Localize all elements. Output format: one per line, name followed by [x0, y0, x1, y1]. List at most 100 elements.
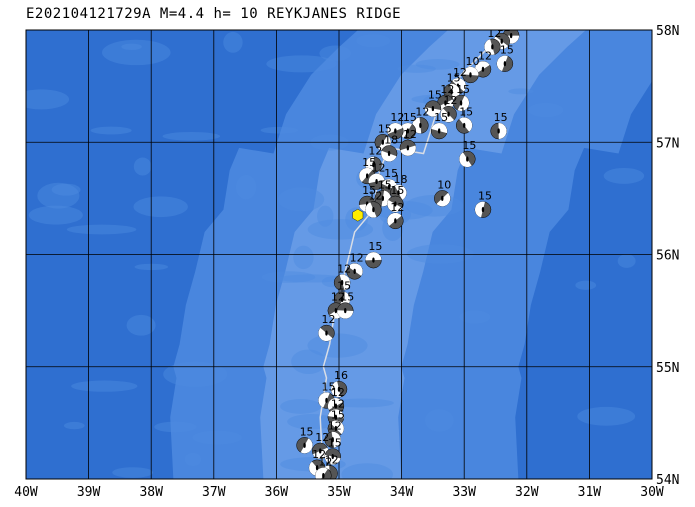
shallow-patch	[307, 333, 368, 358]
shallow-patch	[278, 274, 345, 283]
focal-mechanism: 12	[327, 397, 345, 426]
beachball-axis	[334, 308, 338, 314]
beachball-quadrant	[484, 39, 495, 55]
focal-mechanism: 15	[424, 89, 442, 117]
focal-mechanism: 15	[455, 105, 473, 134]
shallow-patch	[51, 183, 81, 196]
depth-label: 16	[334, 369, 348, 382]
shallow-patch	[508, 88, 534, 95]
shallow-patch	[90, 126, 132, 135]
depth-label: 15	[300, 425, 314, 438]
depth-label: 15	[378, 178, 392, 191]
beachball-axis	[469, 72, 472, 78]
longitude-label: 37W	[202, 485, 226, 500]
depth-label: 15	[403, 111, 417, 124]
depth-label: 15	[384, 167, 398, 180]
map-title: E202104121729A M=4.4 h= 10 REYKJANES RID…	[26, 6, 402, 22]
depth-label: 12	[337, 263, 351, 276]
beachball-quadrant	[327, 409, 344, 419]
shallow-patch	[184, 452, 202, 467]
beachball-axis	[394, 128, 397, 134]
beachball-axis	[331, 453, 334, 460]
map-frame	[25, 29, 653, 480]
shallow-patch	[154, 421, 197, 433]
beachball-axis	[406, 128, 410, 134]
beachball-axis	[325, 397, 328, 404]
depth-label: 18	[384, 133, 398, 146]
focal-mechanism: 12	[346, 251, 364, 280]
beachball-axis	[375, 178, 378, 185]
shallow-patch	[26, 89, 70, 110]
focal-mechanism: 15	[430, 111, 448, 140]
depth-label: 15	[337, 279, 351, 292]
beachball-quadrant	[368, 173, 385, 184]
depth-label: 15	[321, 380, 335, 393]
beachball-quadrant	[459, 152, 472, 168]
beachball-axis	[463, 122, 466, 129]
depth-label: 12	[331, 397, 345, 410]
focal-mechanism: 12	[484, 30, 501, 56]
beachball-axis	[315, 465, 319, 471]
beachball-quadrant	[424, 107, 441, 117]
shallow-patch	[133, 157, 152, 176]
beachball-axis	[387, 184, 391, 190]
beachball-quadrant	[381, 150, 397, 162]
focal-mechanism: 12	[387, 111, 404, 140]
depth-label: 15	[362, 184, 376, 197]
shallow-patch	[603, 167, 645, 184]
focal-mechanism: 12	[327, 386, 345, 415]
beachball-axis	[447, 111, 450, 117]
shallow-patch	[121, 43, 142, 51]
beachball-axis	[372, 257, 375, 263]
depth-label: 12	[390, 111, 404, 124]
depth-label: 15	[428, 89, 442, 102]
beachball-quadrant	[324, 454, 341, 465]
beachball-axis	[334, 403, 338, 409]
focal-mechanism: 15	[365, 240, 382, 269]
depth-label: 15	[378, 122, 392, 135]
beachball-axis	[372, 207, 375, 213]
longitude-label: 36W	[265, 485, 289, 500]
beachball-quadrant	[498, 123, 507, 140]
focal-mechanism: 15	[474, 190, 492, 218]
depth-label: 12	[453, 66, 467, 79]
latitude-label: 55N	[656, 361, 679, 376]
shallow-patch	[407, 244, 474, 264]
beachball-quadrant	[331, 381, 341, 398]
depth-label: 15	[456, 83, 470, 96]
focal-mechanism: 15	[337, 291, 354, 319]
shallow-patch	[102, 39, 171, 66]
beachball-quadrant	[436, 192, 451, 207]
depth-label: 12	[328, 420, 342, 433]
depth-label: 12	[331, 291, 345, 304]
depth-label: 15	[328, 437, 342, 450]
shallow-patch	[307, 219, 374, 240]
shallow-patch	[397, 64, 436, 73]
focal-mechanism: 15	[452, 83, 470, 112]
focal-mechanism: 15	[296, 425, 314, 454]
depth-label: 15	[500, 44, 514, 57]
shallow-patch	[356, 34, 391, 48]
depth-label: 15	[478, 190, 492, 203]
depth-label: 15	[447, 72, 461, 85]
shallow-patch	[617, 254, 636, 268]
depth-label: 15	[434, 111, 448, 124]
beachball-axis	[394, 201, 397, 207]
depth-label: 15	[362, 156, 376, 169]
longitude-label: 40W	[14, 485, 38, 500]
shallow-patch	[266, 55, 337, 73]
beachball-axis	[406, 145, 410, 151]
focal-mechanism: 12	[318, 313, 335, 342]
beachball-quadrant	[462, 66, 479, 76]
latitude-labels: 54N 55N 56N 57N 58N	[656, 24, 679, 488]
focal-mechanism: 12	[365, 190, 382, 218]
depth-label: 15	[506, 16, 520, 29]
beachball-quadrant	[318, 392, 330, 408]
depth-label: 12	[331, 386, 345, 399]
shallow-patch	[133, 196, 188, 218]
focal-mechanism: 12	[333, 263, 351, 291]
beachball-quadrant	[440, 108, 455, 123]
focal-mechanism: 12	[399, 128, 417, 157]
